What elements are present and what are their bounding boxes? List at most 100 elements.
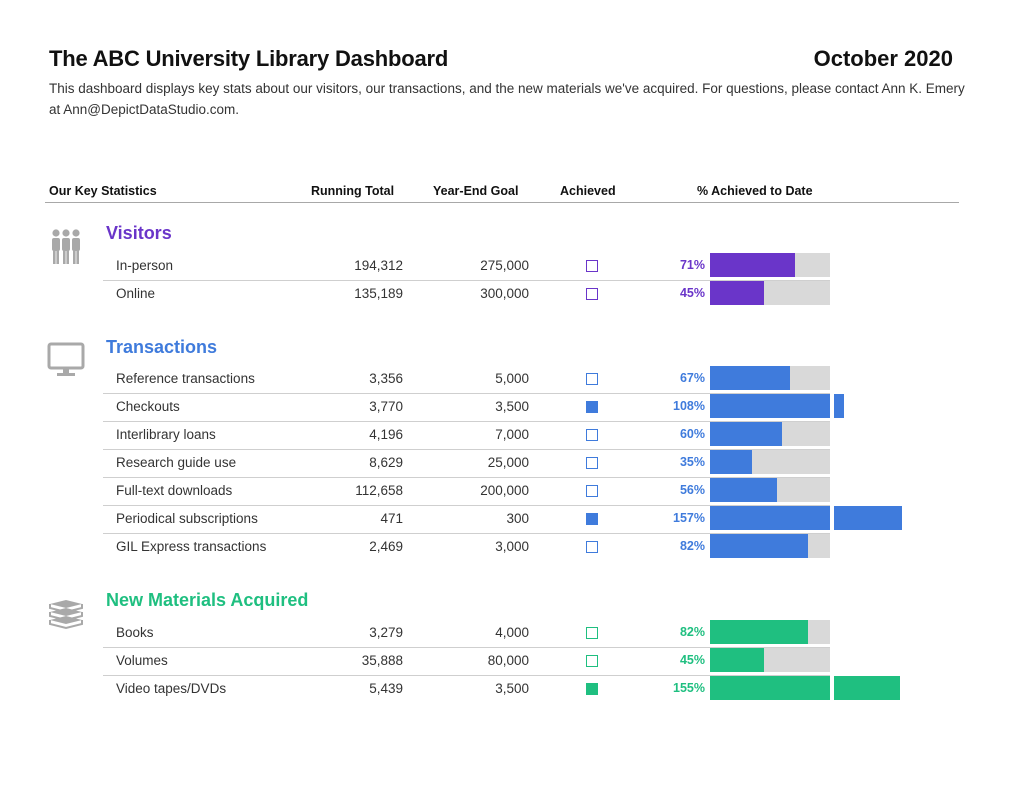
running-total: 3,356 — [369, 371, 403, 386]
achieved-checkbox — [586, 260, 598, 272]
percent-label: 108% — [673, 399, 705, 413]
year-end-goal: 3,500 — [495, 681, 529, 696]
running-total: 8,629 — [369, 455, 403, 470]
report-date: October 2020 — [813, 46, 953, 71]
header-divider — [45, 202, 959, 203]
achieved-checkbox-checked — [586, 683, 598, 695]
table-row: Interlibrary loans 4,196 7,000 60% — [103, 421, 830, 450]
progress-bar — [710, 366, 791, 390]
running-total: 5,439 — [369, 681, 403, 696]
achieved-checkbox — [586, 485, 598, 497]
year-end-goal: 4,000 — [495, 625, 529, 640]
column-header-pct: % Achieved to Date — [697, 184, 813, 198]
stat-label: Periodical subscriptions — [116, 511, 258, 526]
stat-label: Research guide use — [116, 455, 237, 470]
progress-bar — [710, 450, 752, 474]
table-row: Research guide use 8,629 25,000 35% — [103, 449, 830, 478]
people-icon — [46, 226, 86, 271]
stat-label: Books — [116, 625, 154, 640]
table-row: Online 135,189 300,000 45% — [103, 280, 830, 308]
section-title-transactions: Transactions — [106, 337, 218, 357]
stat-label: Interlibrary loans — [116, 427, 216, 442]
books-icon — [46, 592, 86, 637]
achieved-checkbox — [586, 541, 598, 553]
percent-label: 60% — [679, 427, 705, 441]
running-total: 4,196 — [369, 427, 403, 442]
year-end-goal: 3,500 — [495, 399, 529, 414]
column-header-achieved: Achieved — [560, 184, 616, 198]
stat-label: Video tapes/DVDs — [116, 681, 227, 696]
table-row: GIL Express transactions 2,469 3,000 82% — [103, 533, 830, 561]
page-description: This dashboard displays key stats about … — [49, 81, 965, 117]
achieved-checkbox — [586, 288, 598, 300]
running-total: 135,189 — [354, 286, 403, 301]
progress-bar — [710, 253, 796, 277]
stat-label: Online — [116, 286, 156, 301]
percent-label: 67% — [679, 371, 705, 385]
table-row: In-person 194,312 275,000 71% — [103, 252, 830, 281]
progress-bar-overflow — [834, 676, 900, 700]
achieved-checkbox — [586, 627, 598, 639]
column-header-total: Running Total — [311, 184, 395, 198]
running-total: 471 — [380, 511, 403, 526]
progress-bar-overflow — [834, 506, 903, 530]
progress-bar-overflow — [834, 394, 844, 418]
progress-bar — [710, 620, 809, 644]
running-total: 35,888 — [361, 653, 403, 668]
table-row: Video tapes/DVDs 5,439 3,500 155% — [103, 675, 900, 703]
stat-label: Checkouts — [116, 399, 180, 414]
table-row: Checkouts 3,770 3,500 108% — [103, 393, 844, 422]
year-end-goal: 200,000 — [480, 483, 529, 498]
year-end-goal: 275,000 — [480, 258, 529, 273]
progress-bar — [710, 676, 830, 700]
table-row: Full-text downloads 112,658 200,000 56% — [103, 477, 830, 506]
percent-label: 35% — [679, 455, 705, 469]
percent-label: 82% — [679, 539, 705, 553]
table-row: Periodical subscriptions 471 300 157% — [103, 505, 903, 534]
stat-label: GIL Express transactions — [116, 539, 267, 554]
stat-label: Volumes — [116, 653, 168, 668]
achieved-checkbox — [586, 429, 598, 441]
percent-label: 56% — [679, 483, 705, 497]
year-end-goal: 300,000 — [480, 286, 529, 301]
progress-bar — [710, 281, 764, 305]
year-end-goal: 300 — [506, 511, 529, 526]
percent-label: 45% — [679, 653, 705, 667]
running-total: 112,658 — [355, 483, 403, 498]
year-end-goal: 3,000 — [495, 539, 529, 554]
progress-bar — [710, 394, 830, 418]
stat-label: Full-text downloads — [116, 483, 233, 498]
year-end-goal: 7,000 — [495, 427, 529, 442]
achieved-checkbox — [586, 655, 598, 667]
percent-label: 71% — [679, 258, 705, 272]
percent-label: 45% — [679, 286, 705, 300]
table-row: Reference transactions 3,356 5,000 67% — [103, 365, 830, 394]
achieved-checkbox-checked — [586, 513, 598, 525]
achieved-checkbox — [586, 457, 598, 469]
percent-label: 157% — [673, 511, 705, 525]
achieved-checkbox-checked — [586, 401, 598, 413]
page-title: The ABC University Library Dashboard — [49, 46, 449, 71]
table-row: Books 3,279 4,000 82% — [103, 619, 830, 648]
running-total: 3,770 — [369, 399, 403, 414]
stat-label: In-person — [116, 258, 174, 273]
progress-bar — [710, 534, 809, 558]
running-total: 2,469 — [369, 539, 403, 554]
running-total: 3,279 — [369, 625, 403, 640]
progress-bar — [710, 422, 782, 446]
section-title-new-materials-acquired: New Materials Acquired — [106, 590, 309, 610]
progress-bar — [710, 478, 778, 502]
column-header-stat: Our Key Statistics — [49, 184, 157, 198]
percent-label: 155% — [673, 681, 705, 695]
section-title-visitors: Visitors — [106, 223, 172, 243]
table-row: Volumes 35,888 80,000 45% — [103, 647, 830, 676]
year-end-goal: 5,000 — [495, 371, 529, 386]
percent-label: 82% — [679, 625, 705, 639]
achieved-checkbox — [586, 373, 598, 385]
year-end-goal: 80,000 — [487, 653, 529, 668]
progress-bar — [710, 506, 830, 530]
column-header-goal: Year-End Goal — [433, 184, 519, 198]
monitor-icon — [46, 339, 86, 384]
progress-bar — [710, 648, 764, 672]
year-end-goal: 25,000 — [487, 455, 529, 470]
